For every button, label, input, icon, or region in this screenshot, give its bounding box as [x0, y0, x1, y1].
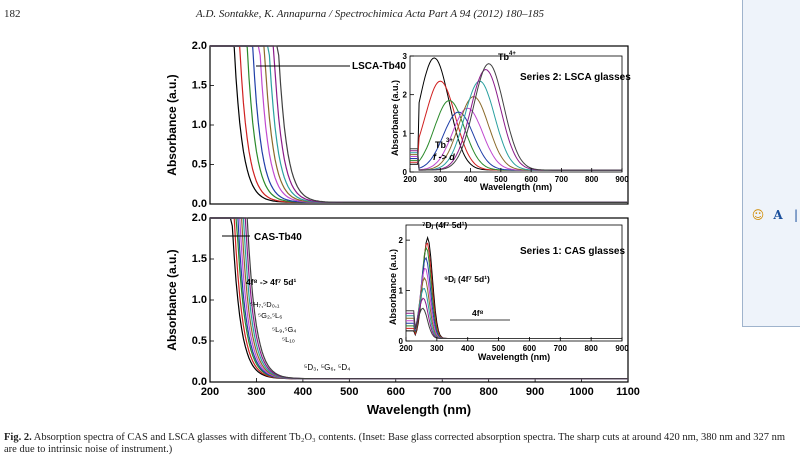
bottom-annotation-level-5: ⁵D₃, ⁵G₆, ⁵D₄	[304, 363, 350, 372]
x-tick-label: 900	[615, 175, 629, 184]
y-tick-label: 3	[403, 52, 408, 61]
y-tick-label: 1.5	[192, 80, 207, 92]
bottom-y-axis-label: Absorbance (a.u.)	[165, 249, 179, 350]
y-tick-label: 1.0	[192, 119, 207, 131]
top-curves	[210, 45, 628, 203]
running-head: A.D. Sontakke, K. Annapurna / Spectrochi…	[196, 8, 544, 20]
x-tick-label: 400	[464, 175, 478, 184]
bottom-y-ticks: 0.0 0.5 1.0 1.5 2.0	[192, 212, 214, 388]
x-tick-label: 400	[461, 344, 475, 353]
top-inset-y-label: Absorbance (a.u.)	[390, 80, 400, 156]
x-tick-label: 500	[492, 344, 506, 353]
y-tick-label: 1.5	[192, 253, 207, 265]
x-tick-label: 300	[434, 175, 448, 184]
x-tick-label: 800	[585, 175, 599, 184]
bottom-panel: 0.0 0.5 1.0 1.5 2.0 200 300 400 500 600 700 800 900…	[165, 212, 640, 417]
top-y-ticks: 0.0 0.5 1.0 1.5 2.0	[192, 40, 214, 210]
bottom-inset-y-ticks: 0 1 2	[399, 236, 410, 346]
x-tick-label: 900	[615, 344, 629, 353]
x-tick-label: 600	[523, 344, 537, 353]
x-tick-label: 700	[555, 175, 569, 184]
smiley-icon[interactable]: ☺	[751, 208, 765, 222]
figure-caption: Fig. 2. Absorption spectra of CAS and LS…	[4, 432, 800, 456]
top-inset-fd-label: f -> d	[433, 152, 455, 162]
x-tick-label: 300	[247, 386, 265, 398]
x-tick-label: 800	[584, 344, 598, 353]
bottom-annotation-transition: 4f⁸ -> 4f⁷ 5d¹	[246, 277, 296, 287]
bottom-inset-x-ticks: 200 300 400 500 600 700 800 900	[399, 337, 629, 353]
x-tick-label: 800	[479, 386, 497, 398]
inset-spectrum-line	[410, 63, 622, 171]
x-tick-label: 1100	[616, 386, 640, 398]
y-tick-label: 2.0	[192, 40, 207, 52]
x-tick-label: 600	[387, 386, 405, 398]
page-number: 182	[4, 8, 21, 20]
x-tick-label: 1000	[569, 386, 593, 398]
spectrum-line	[210, 45, 628, 203]
x-tick-label: 200	[201, 386, 219, 398]
top-inset-tb4-label: Tb	[498, 52, 509, 62]
top-inset-x-ticks: 200 300 400 500 600 700 800 900	[403, 168, 629, 184]
side-panel: ☺ A |	[742, 0, 800, 327]
y-tick-label: 2.0	[192, 212, 207, 224]
x-tick-label: 900	[526, 386, 544, 398]
y-tick-label: 2	[399, 236, 404, 245]
top-y-axis-label: Absorbance (a.u.)	[165, 74, 179, 175]
top-inset-tb3-label: Tb	[435, 140, 446, 150]
x-tick-label: 200	[399, 344, 413, 353]
x-tick-label: 300	[430, 344, 444, 353]
bottom-inset-series-label: Series 1: CAS glasses	[520, 246, 625, 257]
x-tick-label: 500	[340, 386, 358, 398]
font-a-icon[interactable]: A	[773, 208, 783, 222]
figure-2: 0.0 0.5 1.0 1.5 2.0 Absorbance (a.u.) LSCA-T…	[165, 40, 640, 417]
top-inset-tb4-sup: 4+	[509, 51, 516, 57]
top-panel: 0.0 0.5 1.0 1.5 2.0 Absorbance (a.u.) LSCA-T…	[165, 40, 631, 210]
x-tick-label: 700	[433, 386, 451, 398]
more-icon[interactable]: |	[793, 208, 799, 222]
top-inset-curves	[410, 57, 622, 171]
bottom-inset-curves	[406, 235, 622, 339]
caption-label: Fig. 2.	[4, 432, 32, 443]
spectrum-line	[210, 217, 628, 380]
y-tick-label: 0	[403, 168, 408, 177]
bottom-inset-9d-label: ⁹Dⱼ (4f⁷ 5d¹)	[444, 274, 490, 284]
bottom-inset-y-label: Absorbance (a.u.)	[388, 249, 398, 325]
y-tick-label: 0.0	[192, 376, 207, 388]
x-tick-label: 200	[403, 175, 417, 184]
top-inset: 200 300 400 500 600 700 800 900 0 1 2 3 Wavelength…	[390, 51, 631, 192]
bottom-annotation-level-2: ⁵G₂,⁵L₆	[258, 311, 282, 320]
bottom-inset-x-label: Wavelength (nm)	[478, 352, 550, 362]
bottom-inset-7d-label: ⁷Dⱼ (4f⁷ 5d¹)	[422, 220, 468, 230]
y-tick-label: 0.5	[192, 159, 207, 171]
inset-spectrum-line	[406, 307, 622, 339]
bottom-annotation-level-1: ⁵H₇,⁵D₀,₁	[250, 300, 280, 309]
bottom-curves	[210, 217, 628, 380]
bottom-annotation-level-3: ⁵L₉,⁵G₄	[272, 325, 296, 334]
x-tick-label: 400	[294, 386, 312, 398]
y-tick-label: 0.5	[192, 335, 207, 347]
y-tick-label: 2	[403, 91, 408, 100]
top-inset-y-ticks: 0 1 2 3	[403, 52, 414, 177]
y-tick-label: 1.0	[192, 294, 207, 306]
bottom-inset-4f8-label: 4f⁸	[472, 308, 484, 318]
x-tick-label: 500	[494, 175, 508, 184]
bottom-x-ticks: 200 300 400 500 600 700 800 900 1000 1100	[201, 378, 640, 398]
caption-text: Absorption spectra of CAS and LSCA glass…	[4, 432, 785, 455]
top-inset-series-label: Series 2: LSCA glasses	[520, 72, 631, 83]
top-inset-x-label: Wavelength (nm)	[480, 182, 552, 192]
x-tick-label: 600	[524, 175, 538, 184]
top-annotation-lsca: LSCA-Tb40	[352, 61, 406, 72]
y-tick-label: 0	[399, 337, 404, 346]
top-inset-tb3-sup: 3+	[446, 138, 453, 144]
x-tick-label: 700	[554, 344, 568, 353]
top-inset-frame	[409, 55, 623, 173]
y-tick-label: 1	[399, 287, 404, 296]
bottom-x-axis-label: Wavelength (nm)	[367, 402, 471, 417]
bottom-annotation-level-4: ⁵L₁₀	[282, 335, 295, 344]
bottom-annotation-cas: CAS-Tb40	[254, 232, 302, 243]
y-tick-label: 1	[403, 129, 408, 138]
bottom-inset-frame	[405, 224, 623, 342]
y-tick-label: 0.0	[192, 198, 207, 210]
bottom-inset: 200 300 400 500 600 700 800 900 0 1 2 Wavelength …	[388, 220, 629, 362]
